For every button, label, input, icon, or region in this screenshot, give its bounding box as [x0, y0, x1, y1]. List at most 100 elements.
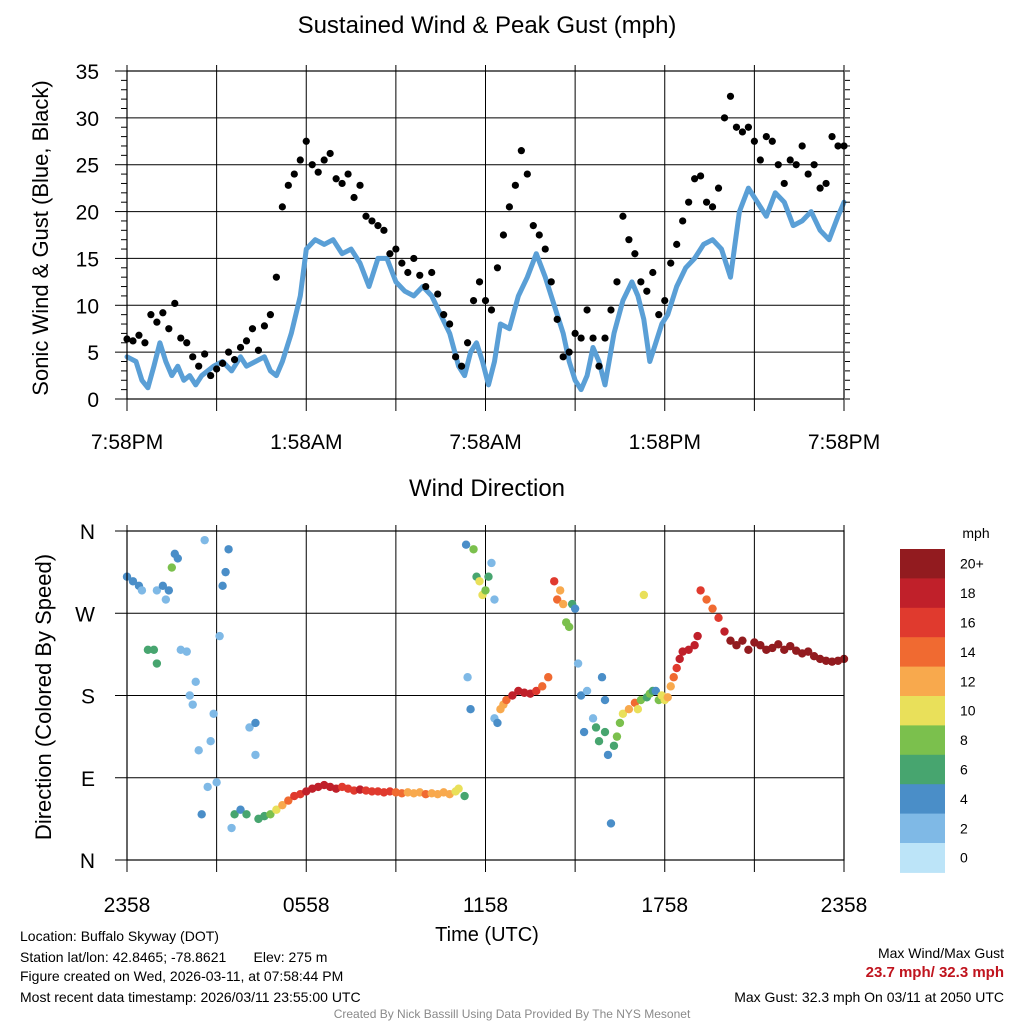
direction-point — [191, 677, 200, 686]
direction-point — [651, 686, 660, 696]
direction-point — [600, 727, 610, 737]
direction-point — [702, 595, 711, 604]
gust-point — [141, 339, 149, 347]
direction-point — [756, 641, 765, 650]
created-text: Figure created on Wed, 2026-03-11, at 07… — [20, 968, 344, 984]
direction-point — [600, 695, 610, 705]
gust-point — [571, 329, 579, 337]
direction-point — [550, 577, 559, 586]
colorbar-unit: mph — [962, 525, 989, 541]
gust-point — [165, 325, 173, 333]
wind-ytick-label: 25 — [76, 155, 99, 178]
direction-point — [555, 586, 565, 595]
station-text: Station lat/lon: 42.8465; -78.8621 Elev:… — [20, 949, 328, 965]
direction-ytick-label: N — [80, 850, 95, 873]
direction-point — [553, 595, 562, 604]
direction-point — [693, 631, 702, 641]
direction-point — [538, 682, 547, 691]
gust-point — [487, 306, 496, 314]
gust-point — [834, 142, 842, 150]
colorbar-swatch — [900, 549, 945, 579]
gust-point — [589, 334, 597, 342]
direction-point — [484, 572, 493, 581]
gust-point — [535, 231, 543, 239]
gust-point — [475, 278, 484, 286]
credit-text: Created By Nick Bassill Using Data Provi… — [333, 1007, 691, 1021]
direction-point — [128, 577, 138, 586]
wind-ytick-label: 20 — [76, 202, 99, 225]
direction-ytick-label: E — [81, 768, 95, 791]
gust-point — [786, 156, 794, 164]
direction-point — [615, 718, 625, 728]
gust-point — [661, 297, 669, 305]
colorbar-label: 12 — [960, 673, 976, 689]
gust-point — [595, 362, 603, 370]
direction-point — [161, 595, 171, 604]
gust-point — [469, 297, 478, 305]
gust-point — [266, 311, 274, 319]
direction-point — [588, 714, 598, 723]
direction-point — [624, 705, 634, 714]
gust-point — [338, 179, 346, 188]
direction-point — [744, 645, 753, 655]
direction-point — [215, 631, 224, 641]
wind-chart-axes: 0 5 10 15 20 25 30 35 7:58PM 1:58AM 7:58AM 1:58PM 7:… — [76, 61, 881, 454]
direction-point — [696, 586, 705, 595]
gust-point — [440, 311, 448, 319]
gust-point — [756, 156, 764, 164]
direction-xtick-label: 1158 — [463, 894, 508, 917]
direction-point — [603, 750, 613, 760]
colorbar-label: 20+ — [960, 556, 984, 572]
gust-point — [816, 184, 824, 192]
direction-point — [573, 659, 583, 668]
direction-point — [206, 736, 215, 746]
direction-point — [508, 691, 517, 700]
direction-plot-frame — [126, 530, 845, 861]
colorbar-swatch — [900, 696, 945, 726]
gust-point — [207, 371, 215, 380]
gust-point — [697, 172, 705, 180]
direction-point — [272, 805, 281, 814]
direction-point — [251, 750, 260, 760]
direction-point — [720, 627, 729, 636]
gust-point — [493, 264, 502, 272]
direction-point — [803, 647, 813, 656]
gust-point — [726, 92, 735, 100]
colorbar-swatch — [900, 784, 945, 815]
wind-xtick-label: 7:58AM — [449, 431, 521, 454]
gust-point — [278, 203, 286, 211]
wind-ytick-label: 15 — [76, 248, 99, 271]
colorbar-swatch — [900, 843, 945, 873]
direction-ytick-label: W — [75, 603, 95, 626]
gust-point — [607, 306, 615, 314]
direction-point — [639, 590, 649, 600]
direction-point — [493, 718, 502, 728]
wind-xtick-label: 1:58PM — [629, 431, 701, 454]
gust-point — [511, 181, 519, 189]
direction-xtick-label: 0558 — [283, 894, 330, 917]
direction-point — [203, 782, 212, 792]
direction-point — [738, 636, 747, 645]
gust-point — [577, 334, 585, 342]
wind-xtick-label: 7:58PM — [91, 431, 163, 454]
gust-point — [195, 362, 203, 370]
colorbar-label: 0 — [960, 850, 968, 866]
gust-point — [171, 299, 179, 308]
direction-point — [544, 673, 553, 682]
gust-point — [183, 339, 191, 347]
gust-point — [714, 184, 723, 192]
gust-point — [685, 198, 693, 206]
gust-point — [804, 170, 812, 178]
gust-point — [189, 353, 197, 361]
gust-point — [374, 222, 382, 230]
direction-point — [188, 700, 197, 709]
max-gust-text: Max Gust: 32.3 mph On 03/11 at 2050 UTC — [734, 989, 1004, 1005]
gust-point — [529, 222, 537, 230]
direction-point — [481, 586, 490, 595]
gust-point — [452, 353, 460, 361]
direction-point — [663, 693, 672, 702]
gust-point — [213, 365, 221, 373]
gust-point — [332, 175, 340, 183]
gust-point — [290, 170, 298, 178]
gust-point — [774, 161, 782, 169]
